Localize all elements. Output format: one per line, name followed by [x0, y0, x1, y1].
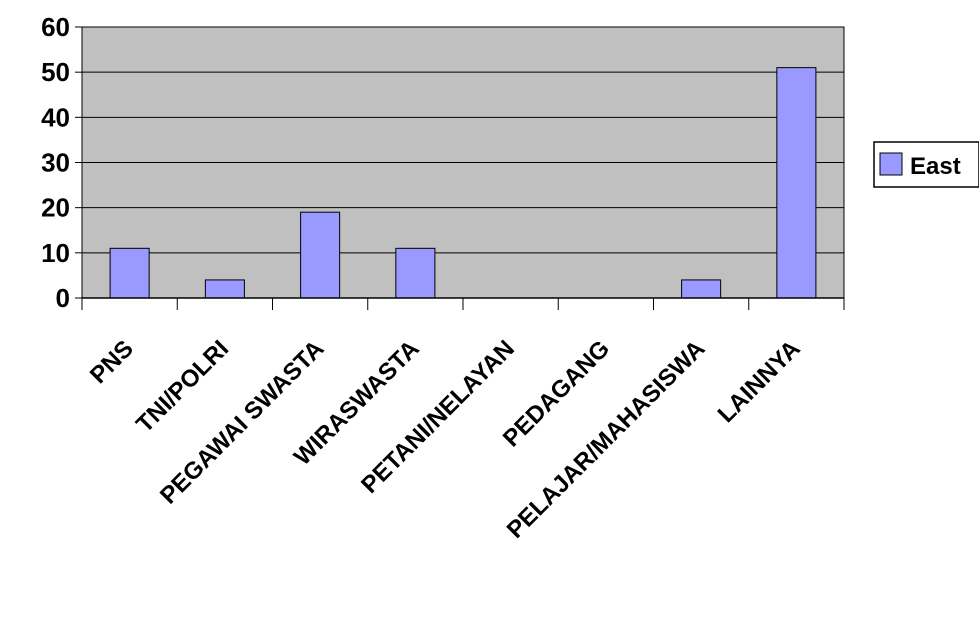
x-category-label: PEGAWAI SWASTA — [155, 335, 329, 509]
y-tick-label: 50 — [41, 57, 70, 87]
bar — [395, 247, 436, 299]
y-tick-label: 20 — [41, 193, 70, 223]
bar — [300, 211, 341, 299]
bar — [776, 67, 817, 299]
x-category-label: PELAJAR/MAHASISWA — [502, 335, 711, 544]
y-tick-label: 30 — [41, 148, 70, 178]
bar — [681, 279, 722, 299]
legend-label: East — [910, 153, 961, 180]
gridlines — [82, 26, 844, 254]
y-tick-label: 10 — [41, 238, 70, 268]
y-tick-label: 0 — [56, 283, 70, 313]
bar — [204, 279, 245, 299]
y-tick-label: 60 — [41, 12, 70, 42]
x-category-label: TNI/POLRI — [131, 335, 234, 438]
bars — [109, 67, 817, 299]
x-category-label: PNS — [85, 335, 139, 389]
y-tick-label: 40 — [41, 102, 70, 132]
x-category-label: LAINNYA — [713, 335, 806, 428]
legend-swatch — [879, 152, 903, 176]
y-axis-tick-labels: 0 10 20 30 40 50 60 — [41, 12, 70, 313]
bar — [109, 247, 150, 299]
legend: East — [873, 141, 979, 188]
axes — [75, 26, 845, 310]
